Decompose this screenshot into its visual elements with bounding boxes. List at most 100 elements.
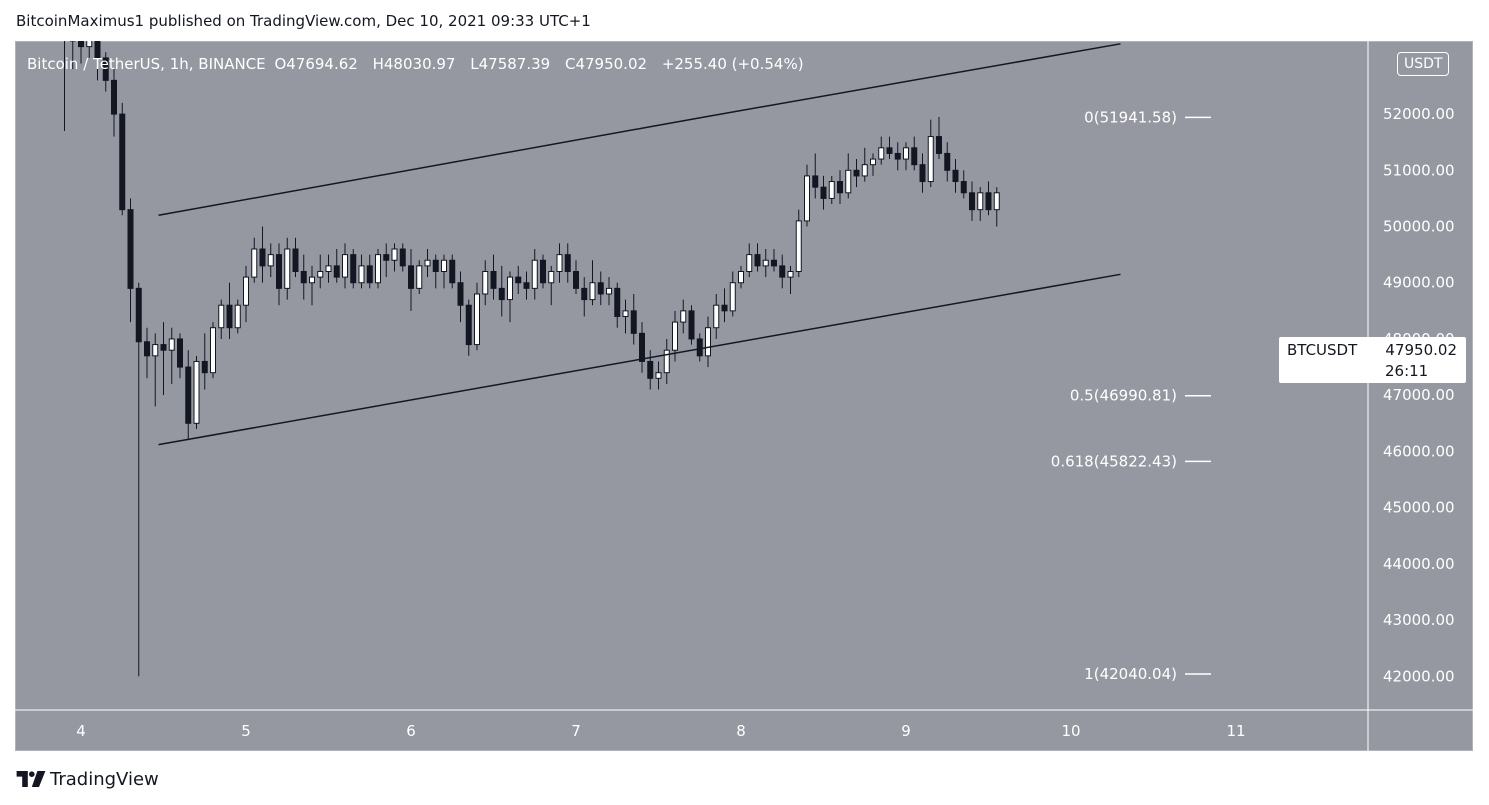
candle xyxy=(135,282,142,677)
candle xyxy=(474,282,480,351)
candle xyxy=(993,187,1000,227)
candle xyxy=(564,243,571,283)
candle xyxy=(523,271,530,300)
candle-body-up xyxy=(416,265,423,289)
candle xyxy=(144,327,150,379)
high-label: H xyxy=(372,55,384,73)
candle xyxy=(218,299,225,339)
candle-body-down xyxy=(837,181,843,194)
candle xyxy=(936,116,942,160)
fib-level-label: 0.5(46990.81) xyxy=(1070,387,1177,405)
candle xyxy=(696,333,703,362)
price-tick-label: 45000.00 xyxy=(1383,499,1455,517)
fib-level-label: 0.618(45822.43) xyxy=(1051,452,1177,470)
candle-body-up xyxy=(441,259,447,272)
candle xyxy=(86,41,93,58)
candle-body-up xyxy=(507,276,513,301)
candle-body-up xyxy=(424,259,431,267)
candle xyxy=(482,260,489,306)
candle xyxy=(837,170,843,205)
candle-body-down xyxy=(581,287,588,301)
candle xyxy=(754,243,761,272)
time-tick-label: 7 xyxy=(571,722,581,740)
price-chart[interactable]: 0(51941.58) 0.5(46990.81) 0.618(45822.43) 1… xyxy=(15,41,1473,751)
price-tick-label: 50000.00 xyxy=(1383,218,1455,236)
candle xyxy=(300,254,307,300)
candle xyxy=(795,209,802,278)
price-tag-price: 47950.02 xyxy=(1385,341,1457,359)
candle-body-up xyxy=(342,254,348,278)
candle xyxy=(969,181,975,221)
candle xyxy=(185,350,192,441)
price-tick-label: 52000.00 xyxy=(1383,105,1455,123)
low-label: L xyxy=(470,55,479,73)
candle-body-up xyxy=(358,265,365,284)
candle xyxy=(540,254,546,289)
change-value: +255.40 (+0.54%) xyxy=(661,55,804,73)
candle xyxy=(259,226,266,283)
price-tick-label: 47000.00 xyxy=(1383,386,1455,404)
candle-body-up xyxy=(878,147,885,160)
channel-upper-line xyxy=(158,43,1121,217)
brand-name: TradingView xyxy=(50,768,159,790)
candle-body-up xyxy=(325,265,332,272)
candle-body-up xyxy=(251,248,258,278)
candle-body-down xyxy=(647,360,654,379)
candle xyxy=(193,355,200,429)
candle-body-down xyxy=(449,259,456,284)
symbol-title[interactable]: Bitcoin / TetherUS, 1h, BINANCE xyxy=(27,55,266,73)
candle-body-down xyxy=(894,152,901,160)
candle-body-down xyxy=(936,136,942,154)
close-label: C xyxy=(564,55,576,73)
candle xyxy=(597,271,604,306)
tradingview-logo[interactable]: TradingView xyxy=(16,768,159,790)
candle xyxy=(94,41,101,81)
candle-body-up xyxy=(168,338,175,351)
candle-body-up xyxy=(531,259,538,289)
candle xyxy=(573,260,579,294)
candle-body-down xyxy=(432,259,439,272)
candle xyxy=(581,277,588,317)
candle xyxy=(210,322,216,379)
candle xyxy=(729,271,736,317)
candle xyxy=(276,243,282,306)
candle xyxy=(820,175,827,210)
candle-body-up xyxy=(705,327,711,357)
candle-body-down xyxy=(160,344,167,351)
candle-body-up xyxy=(655,372,662,379)
symbol-legend: Bitcoin / TetherUS, 1h, BINANCE O47694.6… xyxy=(27,55,808,73)
candle xyxy=(457,271,464,323)
candle-body-up xyxy=(243,276,249,306)
candle-body-down xyxy=(721,304,728,312)
candle xyxy=(498,265,505,317)
candle xyxy=(408,249,414,311)
candle xyxy=(680,299,687,334)
candle-body-up xyxy=(927,136,934,183)
candle-body-up xyxy=(86,41,93,48)
candle-body-down xyxy=(812,175,819,188)
candle xyxy=(119,102,126,216)
candle xyxy=(424,249,431,278)
time-tick-label: 10 xyxy=(1061,722,1080,740)
price-tick-label: 51000.00 xyxy=(1383,161,1455,179)
candle-body-down xyxy=(639,332,645,362)
candle xyxy=(721,288,728,323)
candle xyxy=(267,243,274,278)
candle xyxy=(350,249,357,289)
currency-badge[interactable]: USDT xyxy=(1397,52,1450,76)
candle-body-down xyxy=(630,310,637,334)
candle-body-down xyxy=(952,169,959,183)
candle xyxy=(507,271,513,323)
candle-body-down xyxy=(853,169,860,177)
candle-body-up xyxy=(152,344,159,357)
candle xyxy=(449,254,456,289)
candle xyxy=(127,198,134,323)
candle xyxy=(152,333,159,407)
candle xyxy=(102,52,109,92)
candle xyxy=(226,282,233,339)
candle xyxy=(911,136,918,171)
candle-body-up xyxy=(870,158,876,166)
candle xyxy=(465,299,472,356)
price-tick-label: 44000.00 xyxy=(1383,555,1455,573)
chart-area[interactable] xyxy=(15,41,1473,751)
